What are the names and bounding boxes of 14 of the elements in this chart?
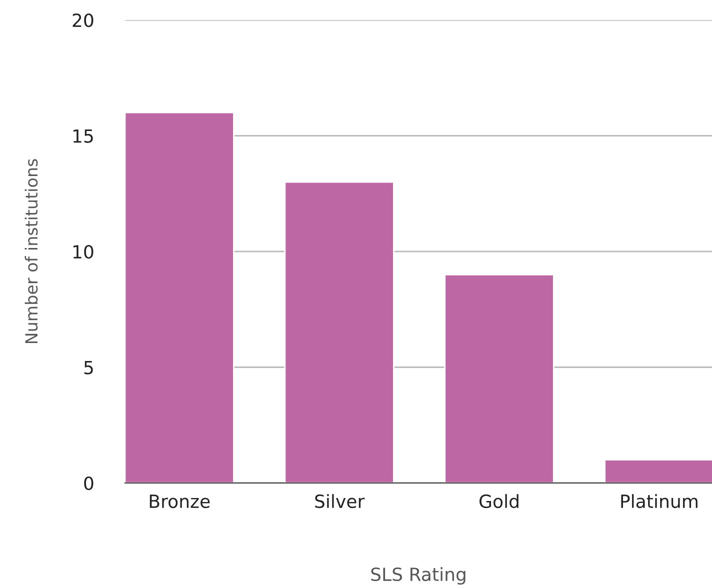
y-tick-label: 0: [84, 476, 94, 490]
x-tick-label: Silver: [315, 494, 365, 508]
x-axis-title: SLS Rating: [371, 567, 466, 585]
y-tick-label: 10: [73, 244, 94, 259]
x-tick-label: Gold: [480, 494, 518, 508]
x-tick-label: Bronze: [150, 494, 210, 508]
x-tick-label: Platinum: [621, 494, 698, 508]
bar: [284, 181, 394, 483]
y-tick-label: 20: [72, 13, 94, 28]
bar: [125, 112, 234, 483]
y-axis-title: Number of institutions: [24, 159, 38, 344]
y-tick-label: 5: [84, 360, 93, 374]
bar: [444, 274, 554, 483]
y-tick-label: 15: [73, 129, 93, 143]
